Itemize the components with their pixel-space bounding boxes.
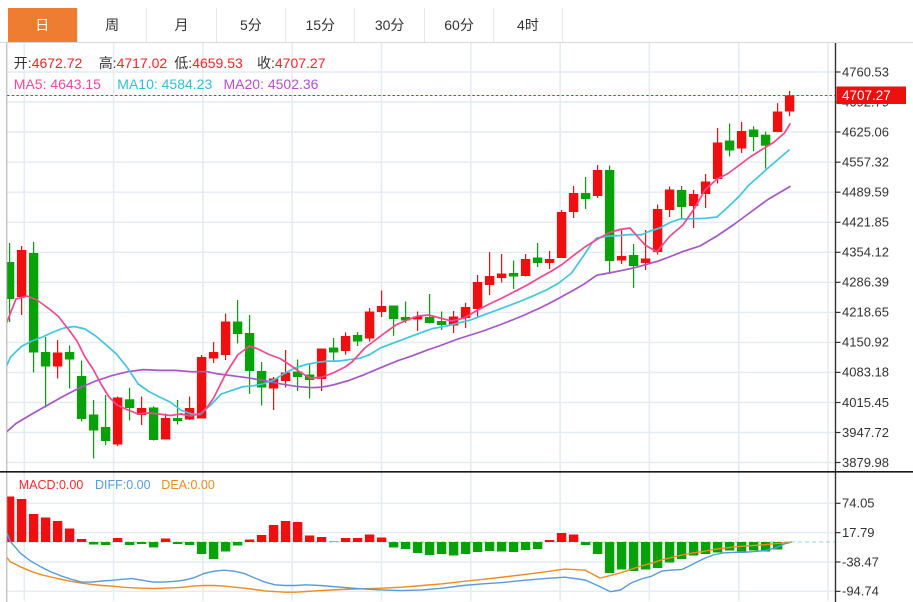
svg-text:4286.39: 4286.39	[842, 275, 889, 290]
svg-text:4557.32: 4557.32	[842, 155, 889, 170]
svg-text:4489.59: 4489.59	[842, 185, 889, 200]
svg-text:3947.72: 3947.72	[842, 425, 889, 440]
svg-text:4150.92: 4150.92	[842, 335, 889, 350]
svg-text:4707.27: 4707.27	[842, 88, 891, 103]
svg-text:4760.53: 4760.53	[842, 64, 889, 79]
svg-text:74.05: 74.05	[842, 496, 875, 511]
svg-text:4421.85: 4421.85	[842, 215, 889, 230]
svg-text:4083.18: 4083.18	[842, 365, 889, 380]
svg-text:4015.45: 4015.45	[842, 395, 889, 410]
svg-text:4218.65: 4218.65	[842, 305, 889, 320]
svg-text:4625.06: 4625.06	[842, 124, 889, 139]
svg-text:4354.12: 4354.12	[842, 245, 889, 260]
svg-text:-38.47: -38.47	[842, 554, 879, 569]
svg-text:-94.74: -94.74	[842, 584, 879, 599]
svg-text:17.79: 17.79	[842, 525, 875, 540]
svg-text:3879.98: 3879.98	[842, 455, 889, 470]
